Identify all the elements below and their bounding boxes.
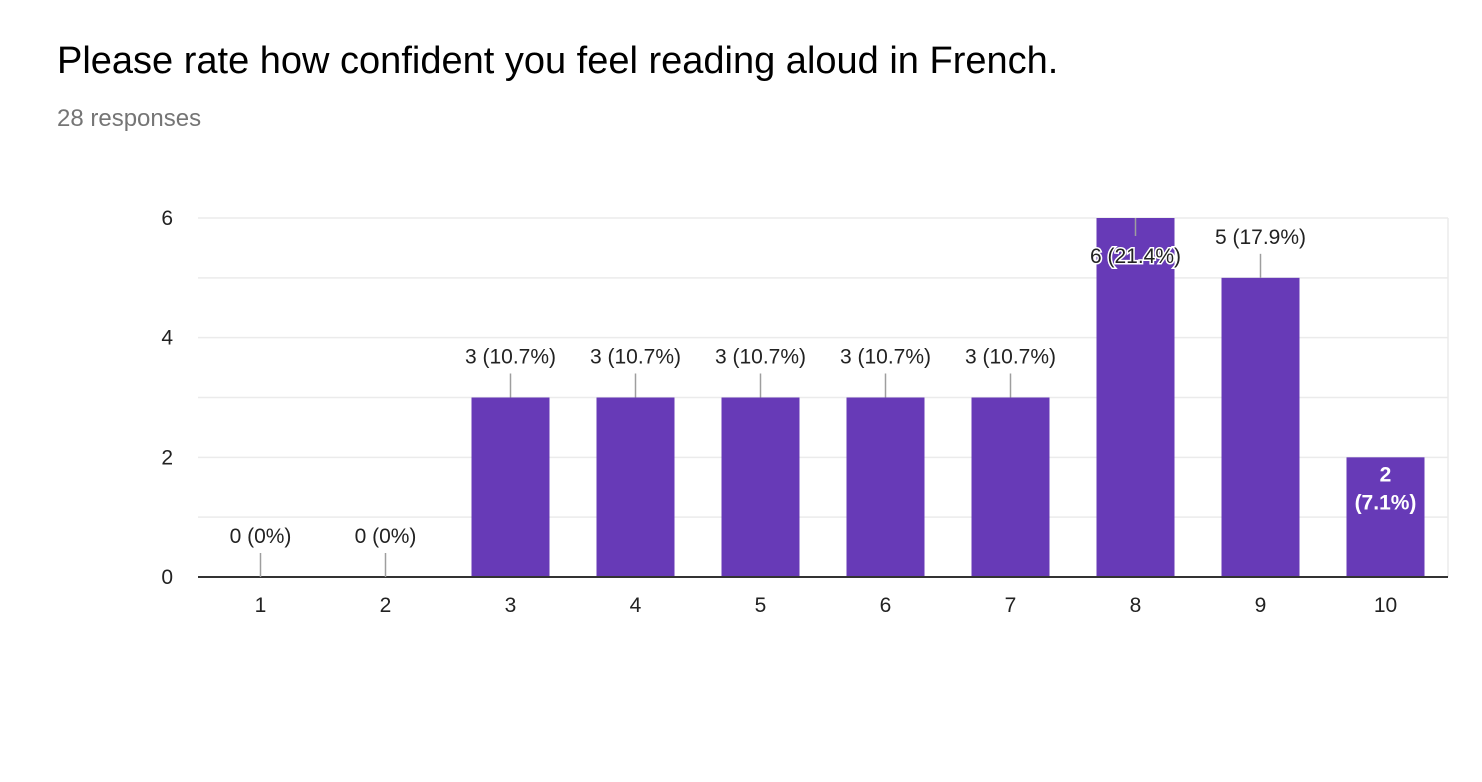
bar bbox=[471, 397, 550, 577]
x-tick-label: 6 bbox=[880, 594, 892, 617]
y-tick-label: 0 bbox=[161, 566, 173, 589]
data-label: 3 (10.7%) bbox=[590, 346, 681, 369]
x-tick-label: 9 bbox=[1255, 594, 1267, 617]
data-label: 3 (10.7%) bbox=[465, 346, 556, 369]
data-label: 6 (21.4%) bbox=[1090, 245, 1181, 268]
bar bbox=[1346, 457, 1425, 577]
data-label: 3 (10.7%) bbox=[715, 346, 806, 369]
bar bbox=[971, 397, 1050, 577]
x-tick-label: 7 bbox=[1005, 594, 1017, 617]
question-title: Please rate how confident you feel readi… bbox=[57, 40, 1059, 82]
data-label: 0 (0%) bbox=[355, 525, 417, 548]
x-tick-label: 1 bbox=[255, 594, 267, 617]
x-tick-label: 5 bbox=[755, 594, 767, 617]
data-label: 0 (0%) bbox=[230, 525, 292, 548]
bars bbox=[471, 218, 1425, 577]
x-tick-label: 10 bbox=[1374, 594, 1397, 617]
data-label: 3 (10.7%) bbox=[840, 346, 931, 369]
bar bbox=[596, 397, 675, 577]
bar bbox=[1096, 218, 1175, 577]
axes: 0 2 4 6 1 2 3 4 5 6 7 8 9 10 bbox=[161, 207, 1448, 617]
response-count: 28 responses bbox=[57, 105, 202, 132]
x-tick-label: 3 bbox=[505, 594, 517, 617]
data-label: 3 (10.7%) bbox=[965, 346, 1056, 369]
bar bbox=[1221, 277, 1300, 577]
y-tick-label: 2 bbox=[161, 446, 173, 469]
bar bbox=[846, 397, 925, 577]
y-tick-label: 4 bbox=[161, 327, 173, 350]
data-label: 5 (17.9%) bbox=[1215, 226, 1306, 249]
x-tick-label: 8 bbox=[1130, 594, 1142, 617]
bar bbox=[721, 397, 800, 577]
data-labels: 0 (0%) 0 (0%) 3 (10.7%) 3 (10.7%) 3 (10.7%) 3… bbox=[230, 218, 1417, 577]
y-tick-label: 6 bbox=[161, 207, 173, 230]
x-tick-label: 2 bbox=[380, 594, 392, 617]
x-tick-label: 4 bbox=[630, 594, 642, 617]
data-label: (7.1%) bbox=[1355, 491, 1417, 514]
data-label: 2 bbox=[1380, 463, 1392, 486]
